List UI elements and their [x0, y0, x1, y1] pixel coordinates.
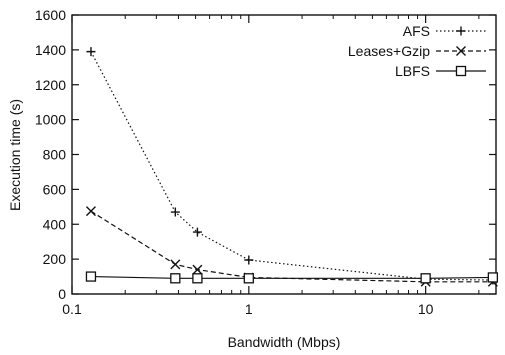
legend-label: Leases+Gzip	[348, 43, 430, 59]
y-tick-label: 200	[43, 251, 67, 267]
y-tick-label: 400	[43, 216, 67, 232]
data-point-marker	[192, 227, 202, 237]
x-tick-label: 1	[245, 301, 253, 317]
y-tick-label: 800	[43, 147, 67, 163]
y-tick-label: 0	[58, 286, 66, 302]
data-point-marker	[192, 273, 203, 284]
data-point-marker	[170, 207, 180, 217]
series-layer	[85, 47, 499, 287]
series-lbfs	[85, 271, 499, 284]
series-leases-gzip	[85, 206, 498, 287]
y-tick-label: 1400	[35, 42, 66, 58]
data-point-marker	[243, 273, 254, 284]
data-point-marker	[85, 271, 97, 282]
legend-entry: Leases+Gzip	[348, 43, 486, 59]
data-point-marker	[455, 65, 467, 77]
series-line	[90, 275, 493, 279]
y-axis: 0 200 400 600 800 1000 1200 1400 1600	[35, 7, 496, 302]
data-point-marker	[86, 47, 96, 57]
legend-entry: AFS	[403, 23, 486, 39]
x-axis-label: Bandwidth (Mbps)	[228, 334, 341, 350]
y-tick-label: 1600	[35, 7, 66, 23]
series-line	[90, 210, 493, 283]
data-point-marker	[456, 26, 466, 36]
x-axis: 0.1 1 10	[62, 15, 480, 317]
data-point-marker	[170, 273, 181, 284]
data-point-marker	[170, 259, 181, 270]
y-tick-label: 1000	[35, 112, 66, 128]
series-afs	[86, 47, 498, 285]
legend: AFS Leases+Gzip LBFS	[348, 23, 486, 79]
legend-entry: LBFS	[395, 63, 486, 79]
y-axis-label: Execution time (s)	[7, 99, 23, 211]
legend-label: AFS	[403, 23, 430, 39]
data-point-marker	[456, 46, 466, 56]
data-point-marker	[244, 255, 254, 265]
data-point-marker	[85, 206, 96, 217]
legend-label: LBFS	[395, 63, 430, 79]
x-tick-label: 10	[418, 301, 434, 317]
data-point-marker	[192, 264, 203, 275]
series-line	[90, 51, 493, 281]
y-tick-label: 600	[43, 181, 67, 197]
y-tick-label: 1200	[35, 77, 66, 93]
data-point-marker	[420, 273, 431, 284]
plot-frame	[71, 14, 497, 295]
x-tick-label: 0.1	[62, 301, 82, 317]
data-point-marker	[487, 272, 499, 283]
